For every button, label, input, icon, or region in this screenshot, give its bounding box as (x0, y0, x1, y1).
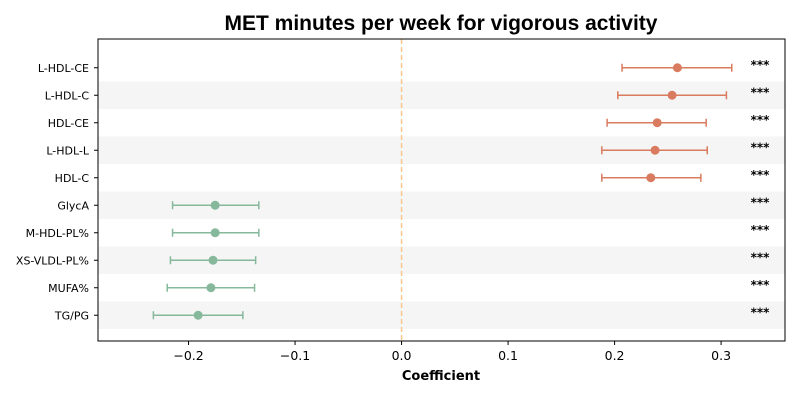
y-tick-label: HDL-C (55, 172, 90, 185)
coef-point (206, 283, 216, 293)
y-tick-label: TG/PG (54, 309, 89, 322)
significance-label: *** (751, 250, 771, 264)
significance-label: *** (751, 305, 771, 319)
plot-frame (97, 38, 786, 342)
x-tick-label: 0.2 (605, 348, 625, 363)
significance-label: *** (751, 85, 771, 99)
coef-point (650, 145, 660, 155)
y-axis-ticks: L-HDL-CE L-HDL-C HDL-CE L-HDL-L HDL-C GlycA M-… (16, 62, 98, 322)
coef-point (646, 173, 656, 183)
coef-point (210, 228, 220, 238)
y-tick-label: L-HDL-C (45, 89, 90, 102)
coef-point (667, 90, 677, 100)
y-tick-label: L-HDL-L (46, 144, 90, 157)
data-marks: *** *** *** *** *** *** *** *** *** *** (152, 58, 771, 320)
y-tick-label: HDL-CE (48, 117, 89, 130)
significance-label: *** (751, 113, 771, 127)
significance-label: *** (751, 195, 771, 209)
coef-point (193, 310, 203, 320)
y-tick-label: XS-VLDL-PL% (16, 254, 89, 267)
significance-label: *** (751, 140, 771, 154)
significance-label: *** (751, 278, 771, 292)
coef-point (652, 118, 662, 128)
x-tick-label: 0.1 (498, 348, 518, 363)
y-tick-label: GlycA (57, 199, 89, 212)
significance-label: *** (751, 58, 771, 72)
x-tick-label: −0.1 (280, 348, 310, 363)
y-tick-label: L-HDL-CE (38, 62, 89, 75)
coef-point (208, 255, 218, 265)
y-tick-label: MUFA% (48, 282, 89, 295)
significance-label: *** (751, 168, 771, 182)
coef-point (210, 200, 220, 210)
x-tick-label: 0.3 (711, 348, 731, 363)
x-axis-title: Coefficient (402, 369, 480, 384)
x-tick-label: 0.0 (392, 348, 412, 363)
x-tick-label: −0.2 (173, 348, 203, 363)
chart-title: MET minutes per week for vigorous activi… (225, 12, 658, 35)
coef-point (672, 63, 682, 73)
significance-label: *** (751, 223, 771, 237)
x-axis-ticks: −0.2 −0.1 0.0 0.1 0.2 0.3 (173, 341, 731, 363)
y-tick-label: M-HDL-PL% (26, 227, 89, 240)
